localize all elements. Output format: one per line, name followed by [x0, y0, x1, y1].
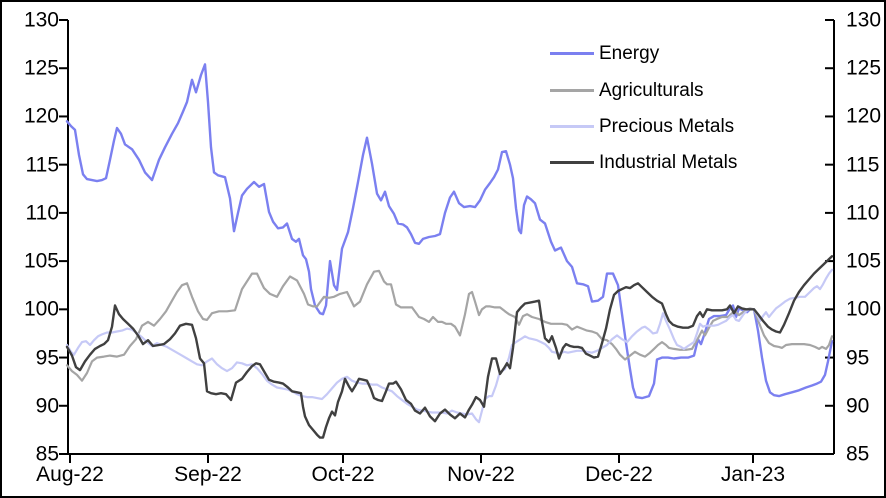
y-axis-label-right: 110 — [846, 201, 880, 225]
energy-line — [65, 63, 834, 400]
y-axis-label-right: 90 — [846, 394, 870, 418]
legend-label: Energy — [599, 43, 660, 64]
y-axis-label-left: 90 — [35, 394, 59, 418]
legend-entry-energy: Energy — [550, 44, 659, 63]
legend-line-swatch — [550, 89, 594, 92]
y-axis-label-right: 95 — [846, 346, 870, 370]
y-axis-label-left: 100 — [23, 297, 59, 321]
y-axis-label-left: 85 — [35, 442, 59, 466]
legend-label: Precious Metals — [599, 116, 735, 137]
x-axis-label: Dec-22 — [585, 463, 653, 486]
y-axis-label-right: 130 — [846, 8, 882, 32]
x-axis-label: Oct-22 — [311, 463, 375, 486]
x-axis-label: Sep-22 — [174, 463, 242, 486]
y-axis-label-right: 115 — [846, 153, 880, 177]
y-axis-label-left: 125 — [23, 56, 59, 80]
x-axis-label: Nov-22 — [447, 463, 515, 486]
industrial-metals-line — [65, 255, 834, 439]
x-axis-label: Aug-22 — [36, 463, 104, 486]
agriculturals-line — [65, 269, 834, 382]
legend-line-swatch — [550, 52, 594, 55]
x-axis-label: Jan-23 — [720, 463, 786, 486]
legend-entry-agriculturals: Agriculturals — [550, 81, 704, 100]
y-axis-label-left: 120 — [23, 104, 59, 128]
y-axis-label-right: 105 — [846, 249, 882, 273]
legend-entry-precious-metals: Precious Metals — [550, 117, 734, 136]
y-axis-label-left: 110 — [25, 201, 59, 225]
y-axis-label-right: 120 — [846, 104, 882, 128]
precious-metals-line — [65, 268, 834, 424]
y-axis-label-left: 105 — [23, 249, 59, 273]
y-axis-label-right: 85 — [846, 442, 870, 466]
legend-label: Industrial Metals — [599, 152, 738, 173]
y-axis-label-right: 125 — [846, 56, 882, 80]
y-axis-label-left: 115 — [25, 153, 59, 177]
y-axis-label-left: 130 — [23, 8, 59, 32]
legend-label: Agriculturals — [599, 80, 704, 101]
y-axis-label-right: 100 — [846, 297, 882, 321]
y-axis-label-left: 95 — [35, 346, 59, 370]
legend-line-swatch — [550, 161, 594, 164]
legend-line-swatch — [550, 125, 594, 128]
legend-entry-industrial-metals: Industrial Metals — [550, 153, 737, 172]
